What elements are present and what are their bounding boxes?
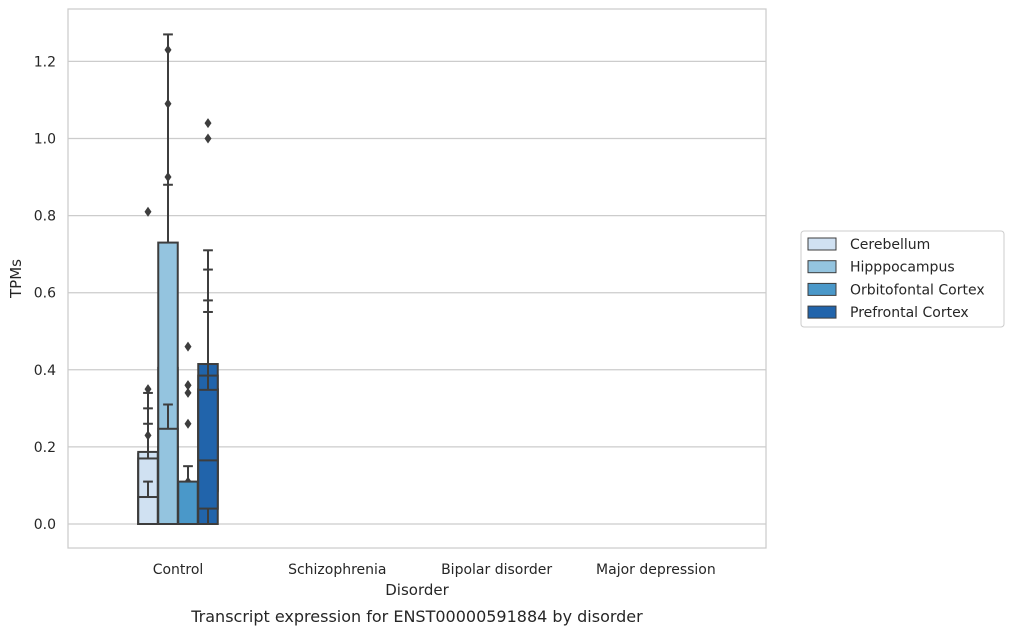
outlier-point [144, 384, 152, 395]
outlier-point [184, 380, 192, 391]
y-tick-label: 0.4 [34, 363, 56, 379]
x-tick-label: Bipolar disorder [441, 562, 552, 578]
legend-swatch [807, 305, 837, 319]
legend-label: Prefrontal Cortex [850, 305, 969, 321]
x-tick-label: Major depression [596, 562, 716, 578]
box-body [197, 388, 219, 510]
outlier-point [184, 418, 192, 429]
legend: Cerebellum Hipppocampus Orbitofontal Corte… [800, 230, 1005, 328]
box-body [157, 427, 179, 525]
outlier-point [184, 341, 192, 352]
x-tick-label: Control [153, 562, 204, 578]
box-orbitofontal-cortex [177, 380, 199, 525]
outlier-point [184, 387, 192, 398]
x-tick-label: Schizophrenia [288, 562, 386, 578]
plot-frame [67, 8, 767, 549]
x-tick-labels: Control Schizophrenia Bipolar disorder Majo… [153, 562, 716, 578]
legend-label: Hipppocampus [850, 260, 955, 276]
chart-caption: Transcript expression for ENST0000059188… [190, 607, 643, 626]
box-layer [137, 33, 219, 526]
y-tick-label: 0.2 [34, 440, 56, 456]
legend-swatch [807, 260, 837, 274]
legend-label: Cerebellum [850, 237, 930, 253]
box-body [177, 480, 199, 525]
box-hipppocampus [157, 44, 179, 525]
outlier-point [204, 118, 212, 129]
outlier-point [164, 44, 172, 55]
legend-swatch [807, 282, 837, 296]
x-axis-title: Disorder [385, 581, 449, 599]
legend-frame [800, 230, 1005, 328]
gridlines [68, 60, 766, 525]
y-tick-label: 0.0 [34, 517, 56, 533]
y-axis-title: TPMs [7, 259, 25, 299]
outlier-point [164, 172, 172, 183]
box-prefrontal-cortex [197, 133, 219, 525]
outlier-point [144, 206, 152, 217]
y-tick-label: 0.6 [34, 286, 56, 302]
y-tick-label: 1.0 [34, 132, 56, 148]
outlier-point [204, 133, 212, 144]
box-body [137, 496, 159, 526]
legend-swatch [807, 237, 837, 251]
outlier-point [144, 430, 152, 441]
y-tick-labels: 0.0 0.2 0.4 0.6 0.8 1.0 1.2 [34, 54, 56, 533]
outlier-point [164, 98, 172, 109]
legend-label: Orbitofontal Cortex [850, 282, 985, 298]
y-tick-label: 1.2 [34, 54, 56, 70]
y-tick-label: 0.8 [34, 209, 56, 225]
